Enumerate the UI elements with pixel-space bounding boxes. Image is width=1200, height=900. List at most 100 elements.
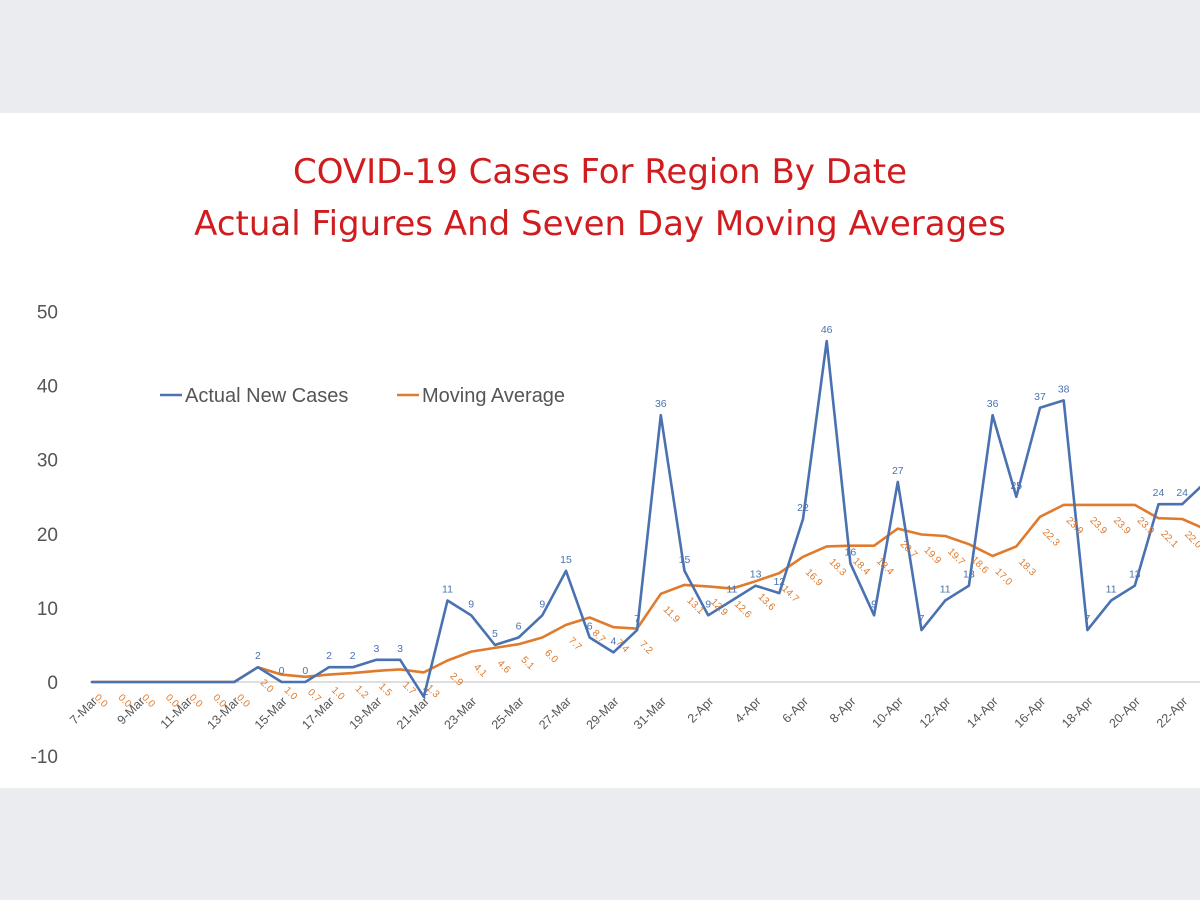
actual-data-label: 16 xyxy=(845,546,857,558)
actual-data-label: 13 xyxy=(963,569,975,581)
moving-average-data-label: 11.9 xyxy=(661,604,682,625)
actual-data-label: 6 xyxy=(516,621,522,633)
actual-data-label: 7 xyxy=(634,613,640,625)
moving-average-data-label: 6.0 xyxy=(542,648,560,666)
moving-average-data-label: 17.0 xyxy=(992,566,1014,588)
legend-item-moving-average: Moving Average xyxy=(397,385,565,407)
x-tick-label: 8-Apr xyxy=(827,694,859,726)
legend-label: Actual New Cases xyxy=(185,385,348,407)
x-tick-label: 29-Mar xyxy=(584,694,622,732)
series-layer: 20 02 23 3-21195691564736159111312224616927… xyxy=(90,324,1200,710)
legend-item-actual-new-cases: Actual New Cases xyxy=(160,385,348,407)
actual-data-label: 4 xyxy=(610,635,616,647)
moving-average-line xyxy=(90,503,1200,684)
moving-average-data-label: 20.7 xyxy=(898,539,920,561)
moving-average-data-label: 19.7 xyxy=(945,546,967,568)
y-tick-label: 20 xyxy=(37,525,58,546)
x-tick-label: 21-Mar xyxy=(394,694,432,732)
chart-panel xyxy=(0,113,1200,788)
y-tick-label: 40 xyxy=(37,377,58,398)
x-tick-label: 14-Apr xyxy=(964,694,1000,730)
x-tick-label: 2-Apr xyxy=(685,694,717,726)
y-tick-label: 10 xyxy=(37,599,58,620)
y-tick-label: 0 xyxy=(47,673,58,694)
x-tick-label: 4-Apr xyxy=(732,694,764,726)
actual-data-label: 24 xyxy=(1176,487,1188,499)
moving-average-data-label: 1.2 xyxy=(353,683,371,701)
moving-average-data-label: 2.9 xyxy=(447,671,465,689)
actual-data-label: 36 xyxy=(655,398,667,410)
actual-data-label: 9 xyxy=(539,598,545,610)
actual-data-label: 38 xyxy=(1058,383,1070,395)
actual-data-label: 2 xyxy=(326,650,332,662)
actual-data-label: 11 xyxy=(726,583,737,595)
actual-data-label: 6 xyxy=(587,621,593,633)
actual-data-label: 22 xyxy=(797,502,809,514)
actual-data-label: 9 xyxy=(468,598,474,610)
moving-average-data-label: 16.9 xyxy=(803,567,825,589)
actual-data-label: 37 xyxy=(1034,391,1046,403)
moving-average-data-label: 13.6 xyxy=(755,592,777,614)
moving-average-data-label: 22.3 xyxy=(1040,527,1062,549)
actual-data-label: 2 xyxy=(350,650,356,662)
actual-data-label: 11 xyxy=(940,583,951,595)
actual-data-label: 3 xyxy=(397,643,403,655)
moving-average-data-label: 18.4 xyxy=(874,556,896,578)
actual-data-label: 13 xyxy=(750,569,762,581)
x-tick-label: 31-Mar xyxy=(631,694,669,732)
actual-data-label: 46 xyxy=(821,324,833,336)
moving-average-data-label: 13.1 xyxy=(684,595,706,617)
moving-average-data-label: 18.4 xyxy=(850,556,872,578)
actual-data-label: 13 xyxy=(1129,569,1141,581)
legend-label: Moving Average xyxy=(422,385,565,407)
moving-average-data-label: 22.1 xyxy=(1158,529,1180,551)
y-axis: -10 0 10 20 30 40 50 xyxy=(31,303,58,769)
actual-data-label: 3 xyxy=(373,643,379,655)
moving-average-data-label: 23.9 xyxy=(1087,515,1109,537)
y-tick-label: 30 xyxy=(37,451,58,472)
y-tick-label: 50 xyxy=(37,303,58,324)
moving-average-data-label: 12.6 xyxy=(732,599,754,621)
moving-average-data-label: 2.0 xyxy=(258,678,276,696)
moving-average-data-label: 5.1 xyxy=(518,655,536,673)
moving-average-data-label: 12.9 xyxy=(708,597,730,619)
moving-average-data-label: 7.2 xyxy=(637,639,655,657)
moving-average-data-label: 23.9 xyxy=(1064,515,1086,537)
actual-data-label: 0 xyxy=(302,665,308,677)
actual-data-label: 15 xyxy=(679,554,691,566)
chart-subtitle: Actual Figures And Seven Day Moving Aver… xyxy=(194,204,1006,244)
actual-data-label: 9 xyxy=(705,598,711,610)
moving-average-data-label: 22.0 xyxy=(1182,529,1200,551)
actual-data-label: 12 xyxy=(773,576,785,588)
actual-data-label: 7 xyxy=(1084,613,1090,625)
x-tick-label: 6-Apr xyxy=(780,694,812,726)
x-tick-label: 18-Apr xyxy=(1059,694,1095,730)
moving-average-data-label: 1.5 xyxy=(376,681,394,699)
actual-data-label: 15 xyxy=(560,554,572,566)
x-tick-label: 12-Apr xyxy=(917,694,953,730)
x-axis: 7-Mar 9-Mar 11-Mar 13-Mar 15-Mar 17-Mar 19-Mar… xyxy=(67,681,1200,732)
moving-average-data-label: 4.1 xyxy=(471,662,489,680)
actual-data-label: 7 xyxy=(919,613,925,625)
x-tick-label: 15-Mar xyxy=(252,694,290,732)
moving-average-data-label: 18.3 xyxy=(827,557,849,579)
actual-data-label: -2 xyxy=(419,686,428,698)
actual-data-label: 9 xyxy=(871,598,877,610)
moving-average-data-label: 23.9 xyxy=(1111,515,1133,537)
legend: Actual New Cases Moving Average xyxy=(160,385,565,407)
actual-new-cases-line xyxy=(90,339,1200,699)
actual-data-label: 2 xyxy=(255,650,261,662)
moving-average-data-label: 19.9 xyxy=(921,545,943,567)
y-tick-label: -10 xyxy=(31,747,58,768)
actual-data-label: 11 xyxy=(1106,583,1117,595)
x-tick-label: 22-Apr xyxy=(1154,694,1190,730)
actual-data-label: 5 xyxy=(492,628,498,640)
actual-data-label: 25 xyxy=(1010,480,1022,492)
x-tick-label: 10-Apr xyxy=(869,694,905,730)
moving-average-data-label: 18.3 xyxy=(1016,557,1038,579)
actual-data-label: 27 xyxy=(892,465,904,477)
actual-data-label: 36 xyxy=(987,398,999,410)
moving-average-data-label: 4.6 xyxy=(495,658,513,676)
actual-data-label: 24 xyxy=(1153,487,1165,499)
